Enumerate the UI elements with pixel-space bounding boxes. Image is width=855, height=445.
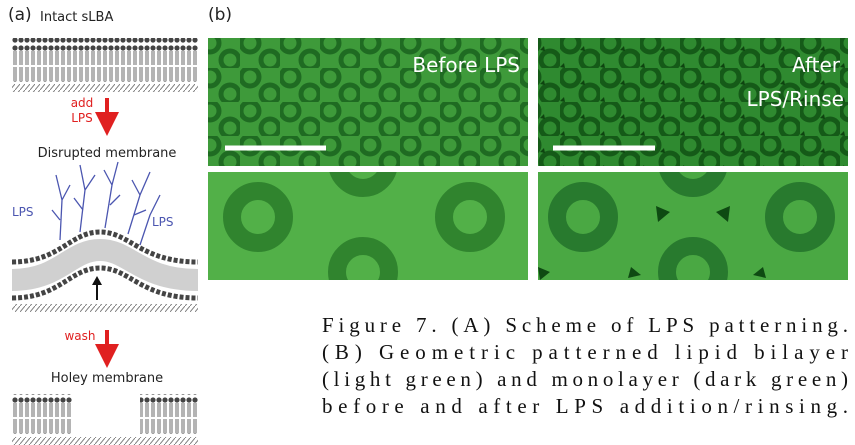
step-verb: add bbox=[71, 96, 94, 110]
image-label: Before LPS bbox=[412, 53, 520, 77]
substrate bbox=[12, 437, 198, 445]
bilayer-patch bbox=[140, 394, 198, 434]
caption-line: before and after LPS addition/rinsing. bbox=[322, 394, 848, 418]
lps-label: LPS bbox=[152, 215, 174, 229]
image-label: After bbox=[792, 53, 841, 77]
arrow-head bbox=[92, 276, 102, 285]
panel-label: (a) bbox=[8, 5, 32, 25]
image-label: LPS/Rinse bbox=[747, 87, 845, 111]
bilayer bbox=[12, 38, 198, 82]
caption: Figure 7. (A) Scheme of LPS patterning. … bbox=[322, 313, 848, 418]
state-title: Holey membrane bbox=[51, 371, 163, 386]
disrupted-bilayer bbox=[12, 232, 198, 298]
caption-line: (light green) and monolayer (dark green) bbox=[322, 367, 848, 391]
substrate bbox=[12, 304, 198, 312]
caption-line: (B) Geometric patterned lipid bilayer bbox=[322, 340, 848, 364]
lps-label: LPS bbox=[12, 205, 34, 219]
figure: (a) Intact sLBA add LPS Disrupted membra… bbox=[0, 0, 855, 445]
caption-line: Figure 7. (A) Scheme of LPS patterning. bbox=[322, 313, 848, 337]
step-verb: wash bbox=[64, 329, 95, 343]
step-agent: LPS bbox=[71, 111, 93, 125]
bilayer-patch bbox=[12, 394, 72, 434]
panel-label: (b) bbox=[208, 5, 232, 25]
state-title: Intact sLBA bbox=[40, 10, 113, 25]
lps-molecules bbox=[52, 162, 160, 245]
substrate bbox=[12, 84, 198, 92]
state-title: Disrupted membrane bbox=[38, 146, 177, 161]
